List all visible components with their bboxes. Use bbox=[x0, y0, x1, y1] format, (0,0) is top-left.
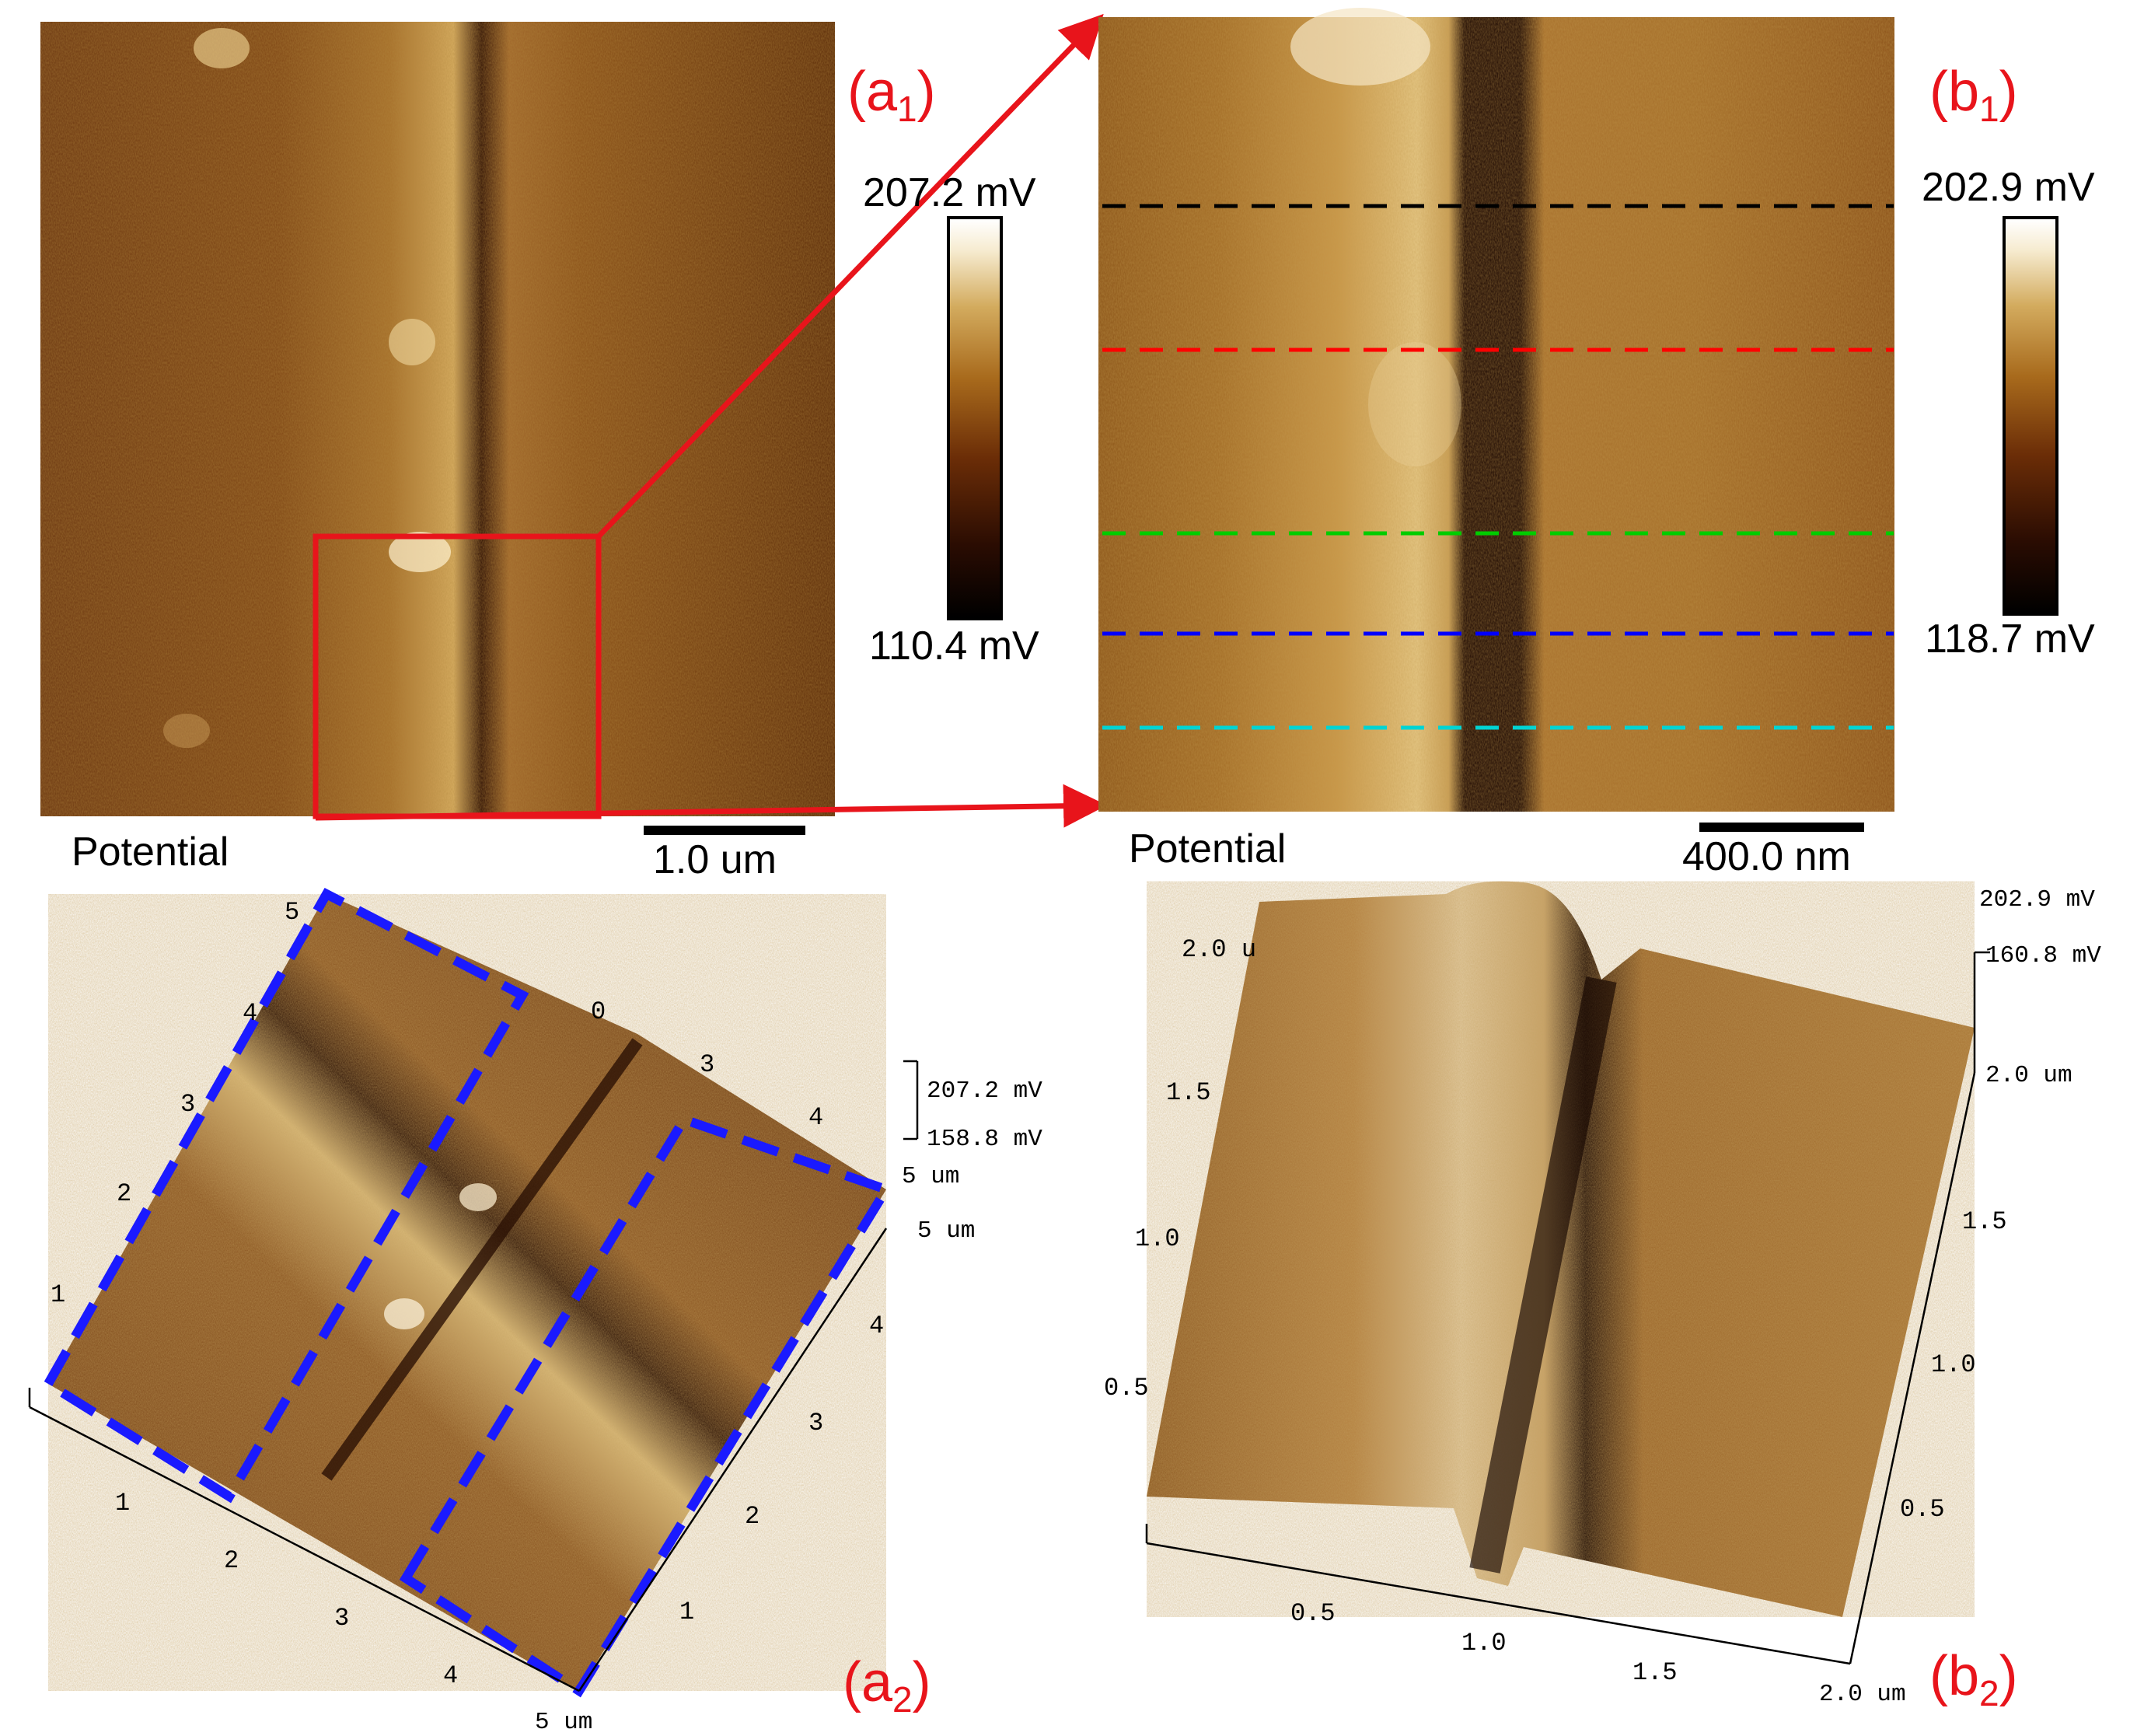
panel-label-b2: (b2) bbox=[1929, 1645, 2018, 1713]
a2-left-tick: 1 bbox=[51, 1280, 66, 1309]
a2-bottom-tick: 3 bbox=[334, 1604, 350, 1633]
b2-left-tick: 1.5 bbox=[1166, 1078, 1211, 1107]
z-axis-top-a2: 5 um bbox=[902, 1163, 960, 1190]
b2-bottom-tick: 0.5 bbox=[1290, 1599, 1336, 1628]
b2-left-tick: 1.0 bbox=[1135, 1224, 1180, 1253]
b2-right-tick: 1.0 bbox=[1931, 1350, 1976, 1379]
b2-bottom-tick: 1.5 bbox=[1632, 1658, 1678, 1687]
b2-right-tick: 1.5 bbox=[1962, 1207, 2007, 1236]
b2-left-tick: 2.0 u bbox=[1182, 935, 1257, 964]
right-top-b2: 2.0 um bbox=[1985, 1062, 2072, 1089]
panel-label-b1: (b1) bbox=[1929, 61, 2018, 129]
a2-right-tick: 3 bbox=[808, 1409, 824, 1437]
panel-label-a2: (a2) bbox=[843, 1651, 931, 1720]
z-mid-a2: 158.8 mV bbox=[927, 1126, 1042, 1153]
colorbar-a1-max: 207.2 mV bbox=[863, 170, 1036, 215]
a2-back-tick: 0 bbox=[591, 997, 606, 1026]
zoom-arrow-bottom bbox=[315, 784, 1107, 828]
bottom-unit-b2: 2.0 um bbox=[1819, 1681, 1906, 1708]
colorbar-a1 bbox=[947, 216, 1003, 620]
colorbar-b1-max: 202.9 mV bbox=[1922, 165, 2095, 210]
map-a1 bbox=[40, 22, 835, 816]
a2-bottom-tick: 4 bbox=[443, 1661, 459, 1690]
a2-right-tick: 4 bbox=[869, 1312, 885, 1340]
z-max-a2: 207.2 mV bbox=[927, 1078, 1042, 1105]
a2-back-tick: 3 bbox=[700, 1050, 715, 1079]
a2-left-tick: 3 bbox=[180, 1090, 196, 1119]
a2-right-tick: 2 bbox=[745, 1502, 760, 1531]
b2-bottom-tick: 1.0 bbox=[1461, 1629, 1507, 1657]
surface-b2 bbox=[1147, 881, 1975, 1617]
z-mid-b2: 160.8 mV bbox=[1985, 942, 2101, 969]
a2-back-tick: 4 bbox=[808, 1103, 824, 1132]
zoom-arrow-top bbox=[596, 13, 1104, 539]
scale-bar-a1 bbox=[644, 826, 805, 835]
b2-right-tick: 0.5 bbox=[1900, 1495, 1945, 1524]
a2-bottom-tick: 2 bbox=[224, 1546, 239, 1575]
surface-a2 bbox=[48, 894, 886, 1691]
map-b1 bbox=[1098, 8, 1894, 812]
scale-bar-a1-label: 1.0 um bbox=[653, 837, 777, 882]
corner-unit-a2: 5 um bbox=[917, 1217, 976, 1245]
scale-bar-b1 bbox=[1699, 823, 1864, 832]
bottom-unit-a2: 5 um bbox=[535, 1709, 593, 1736]
outline-a2 bbox=[41, 888, 894, 1698]
a2-right-tick: 1 bbox=[679, 1598, 695, 1626]
profile-lines bbox=[1102, 204, 1894, 730]
channel-label-a1: Potential bbox=[72, 830, 229, 875]
a2-bottom-tick: 1 bbox=[115, 1489, 131, 1518]
b2-left-tick: 0.5 bbox=[1104, 1374, 1149, 1402]
a2-left-tick: 4 bbox=[243, 999, 258, 1028]
axes-b2 bbox=[1145, 951, 1990, 1665]
axes-a2 bbox=[28, 1060, 919, 1692]
panel-label-a1: (a1) bbox=[847, 61, 936, 129]
colorbar-a1-min: 110.4 mV bbox=[869, 623, 1039, 669]
colorbar-b1-min: 118.7 mV bbox=[1925, 617, 2095, 662]
channel-label-b1: Potential bbox=[1129, 826, 1287, 871]
a2-left-tick: 5 bbox=[285, 898, 300, 927]
a2-left-tick: 2 bbox=[117, 1179, 132, 1208]
scale-bar-b1-label: 400.0 nm bbox=[1682, 834, 1851, 879]
z-max-b2: 202.9 mV bbox=[1979, 886, 2095, 913]
colorbar-b1 bbox=[2003, 216, 2058, 616]
